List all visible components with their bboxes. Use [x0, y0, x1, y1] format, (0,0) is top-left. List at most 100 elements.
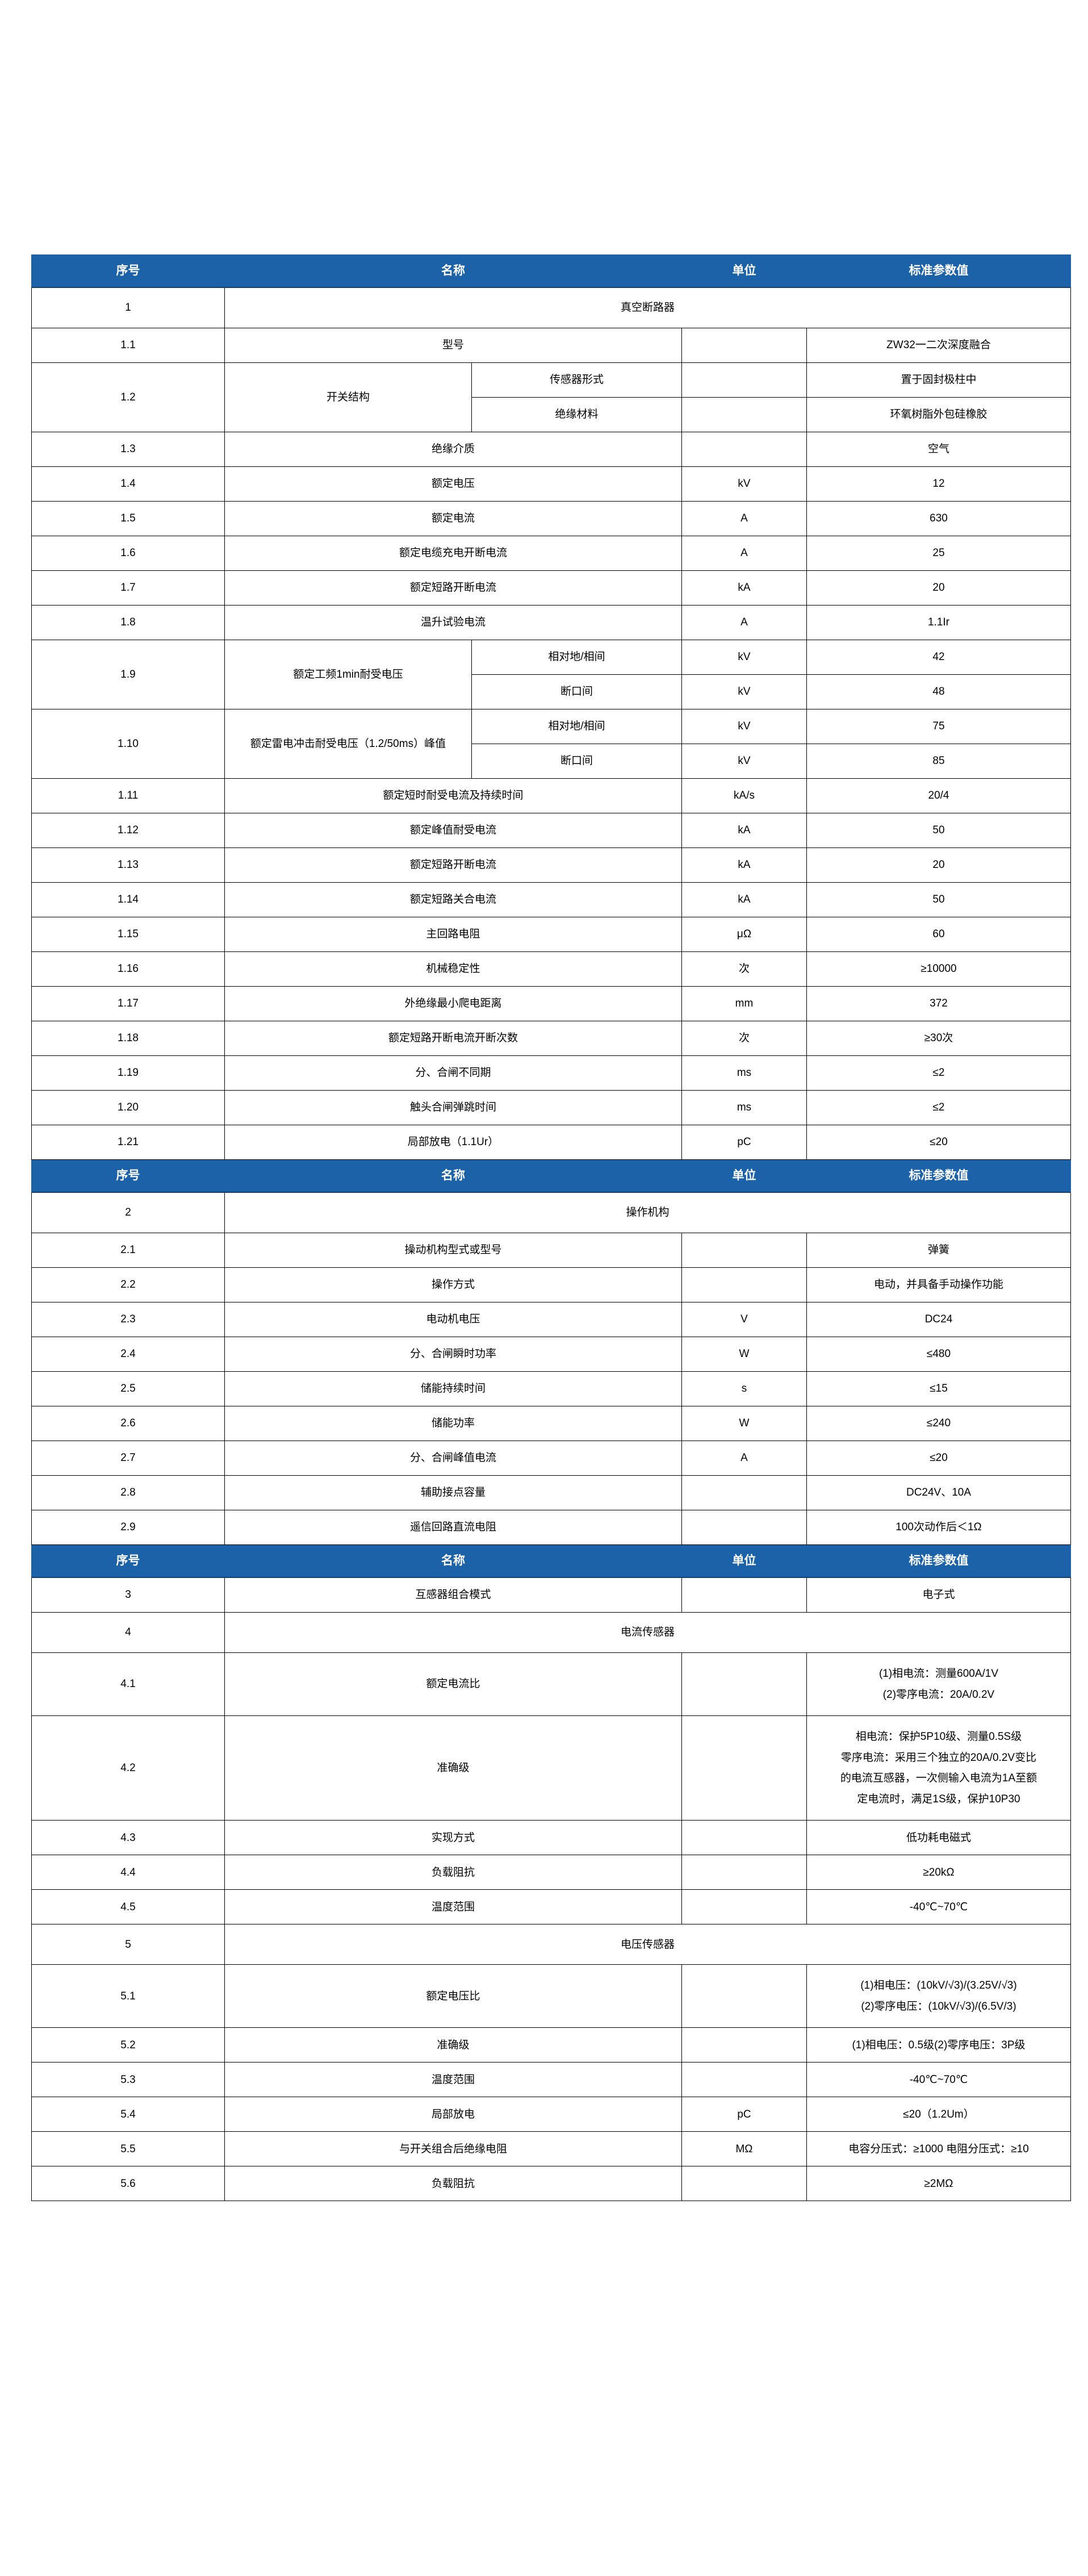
cell-unit: kA	[681, 847, 807, 883]
cell-name: 遥信回路直流电阻	[224, 1510, 682, 1545]
table-row: 2.6 储能功率 W ≤240	[31, 1406, 1071, 1441]
cell-no: 5.2	[31, 2027, 225, 2063]
cell-no: 1.7	[31, 570, 225, 606]
table-row: 4.5 温度范围 -40℃~70℃	[31, 1889, 1071, 1925]
cell-value: ≤2	[806, 1090, 1071, 1125]
cell-no: 4.5	[31, 1889, 225, 1925]
cell-value: ≤20	[806, 1125, 1071, 1160]
table-row: 1.2 开关结构 传感器形式 置于固封极柱中	[31, 362, 1071, 432]
table-row: 2.5 储能持续时间 s ≤15	[31, 1371, 1071, 1406]
table-row: 5.6 负载阻抗 ≥2MΩ	[31, 2166, 1071, 2202]
cell-unit: pC	[681, 1125, 807, 1160]
cell-no: 4.2	[31, 1715, 225, 1821]
cell-no: 1.16	[31, 951, 225, 987]
table-row: 断口间 kV 48	[32, 674, 1071, 709]
cell-no: 1.2	[31, 362, 225, 432]
table-row: 4.2 准确级 相电流：保护5P10级、测量0.5S级 零序电流：采用三个独立的20A…	[31, 1715, 1071, 1821]
table-row: 断口间 kV 85	[32, 744, 1071, 779]
cell-name: 局部放电（1.1Ur）	[224, 1125, 682, 1160]
cell-no: 5.6	[31, 2166, 225, 2202]
cell-value: ≤15	[806, 1371, 1071, 1406]
cell-unit: μΩ	[681, 917, 807, 952]
cell-name: 准确级	[224, 1715, 682, 1821]
cell-value: ≥30次	[806, 1021, 1071, 1056]
table-row: 5.2 准确级 (1)相电压：0.5级(2)零序电压：3P级	[31, 2027, 1071, 2063]
specification-table: 序号 名称 单位 标准参数值 1 真空断路器 1.1 型号 ZW32一二次深度融合 1.2 开关结构…	[31, 254, 1071, 2202]
cell-no: 2.5	[31, 1371, 225, 1406]
cell-value: 100次动作后＜1Ω	[806, 1510, 1071, 1545]
column-header-unit: 单位	[681, 254, 807, 288]
cell-unit: 次	[681, 1021, 807, 1056]
cell-name: 额定短路开断电流	[224, 847, 682, 883]
cell-name: 准确级	[224, 2027, 682, 2063]
cell-unit	[681, 432, 807, 467]
table-row: 2.3 电动机电压 V DC24	[31, 1302, 1071, 1337]
column-header-name: 名称	[224, 254, 682, 288]
cell-subname: 断口间	[471, 674, 682, 709]
cell-value: (1)相电压：0.5级(2)零序电压：3P级	[806, 2027, 1071, 2063]
cell-value: (1)相电压：(10kV/√3)/(3.25V/√3) (2)零序电压：(10kV…	[806, 1964, 1071, 2028]
cell-unit	[681, 1820, 807, 1856]
cell-group-title: 电流传感器	[224, 1612, 1071, 1653]
cell-value: 42	[806, 640, 1071, 675]
cell-unit	[681, 2062, 807, 2098]
table-row: 1.5 额定电流 A 630	[31, 501, 1071, 536]
cell-unit: W	[681, 1406, 807, 1441]
table-row: 4.1 额定电流比 (1)相电流：测量600A/1V (2)零序电流：20A/0.2V	[31, 1652, 1071, 1717]
table-row: 1.4 额定电压 kV 12	[31, 466, 1071, 502]
column-header-value: 标准参数值	[806, 1544, 1071, 1578]
cell-no: 4.4	[31, 1855, 225, 1890]
column-header-no: 序号	[31, 1544, 225, 1578]
table-group-row: 4 电流传感器	[31, 1612, 1071, 1653]
cell-name: 负载阻抗	[224, 2166, 682, 2202]
table-header-row: 序号 名称 单位 标准参数值	[31, 1544, 1071, 1578]
cell-name: 负载阻抗	[224, 1855, 682, 1890]
cell-no: 2.7	[31, 1441, 225, 1476]
cell-group-title: 真空断路器	[224, 287, 1071, 328]
cell-value: ≤480	[806, 1337, 1071, 1372]
cell-value: 电动，并具备手动操作功能	[806, 1267, 1071, 1302]
cell-unit	[681, 1964, 807, 2028]
table-row: 1.12 额定峰值耐受电流 kA 50	[31, 813, 1071, 848]
table-row: 1.7 额定短路开断电流 kA 20	[31, 570, 1071, 606]
cell-name: 额定雷电冲击耐受电压（1.2/50ms）峰值	[224, 709, 472, 779]
cell-value: 1.1Ir	[806, 605, 1071, 640]
cell-no: 4.3	[31, 1820, 225, 1856]
cell-value: 相电流：保护5P10级、测量0.5S级 零序电流：采用三个独立的20A/0.2V变…	[806, 1715, 1071, 1821]
cell-name: 额定短路开断电流开断次数	[224, 1021, 682, 1056]
cell-unit	[681, 2166, 807, 2202]
cell-unit	[681, 1855, 807, 1890]
cell-name: 操动机构型式或型号	[224, 1233, 682, 1268]
cell-unit: s	[681, 1371, 807, 1406]
cell-name: 互感器组合模式	[224, 1577, 682, 1613]
cell-value: ≤240	[806, 1406, 1071, 1441]
table-row: 1.9 额定工频1min耐受电压 相对地/相间 kV 42	[31, 640, 1071, 709]
cell-value: -40℃~70℃	[806, 1889, 1071, 1925]
column-header-unit: 单位	[681, 1159, 807, 1193]
cell-value: ZW32一二次深度融合	[806, 328, 1071, 363]
cell-value: 50	[806, 882, 1071, 917]
cell-subname: 相对地/相间	[471, 709, 682, 744]
cell-unit: A	[681, 1441, 807, 1476]
table-row: 2.8 辅助接点容量 DC24V、10A	[31, 1475, 1071, 1510]
cell-value: 电容分压式：≥1000 电阻分压式：≥10	[806, 2131, 1071, 2167]
table-row: 1.21 局部放电（1.1Ur） pC ≤20	[31, 1125, 1071, 1160]
cell-value: 电子式	[806, 1577, 1071, 1613]
cell-no: 2.2	[31, 1267, 225, 1302]
cell-group-title: 电压传感器	[224, 1924, 1071, 1965]
cell-value: ≥20kΩ	[806, 1855, 1071, 1890]
table-row: 1.13 额定短路开断电流 kA 20	[31, 847, 1071, 883]
cell-value: 630	[806, 501, 1071, 536]
cell-value: 12	[806, 466, 1071, 502]
cell-unit: kA	[681, 570, 807, 606]
cell-value: (1)相电流：测量600A/1V (2)零序电流：20A/0.2V	[806, 1652, 1071, 1717]
cell-no: 1.14	[31, 882, 225, 917]
cell-name: 额定峰值耐受电流	[224, 813, 682, 848]
cell-value: 48	[806, 674, 1071, 709]
cell-no: 1.5	[31, 501, 225, 536]
cell-name: 温度范围	[224, 1889, 682, 1925]
cell-no: 5.1	[31, 1964, 225, 2028]
value-line: (1)相电流：测量600A/1V	[878, 1668, 999, 1680]
cell-name: 额定电压比	[224, 1964, 682, 2028]
table-row: 2.4 分、合闸瞬时功率 W ≤480	[31, 1337, 1071, 1372]
